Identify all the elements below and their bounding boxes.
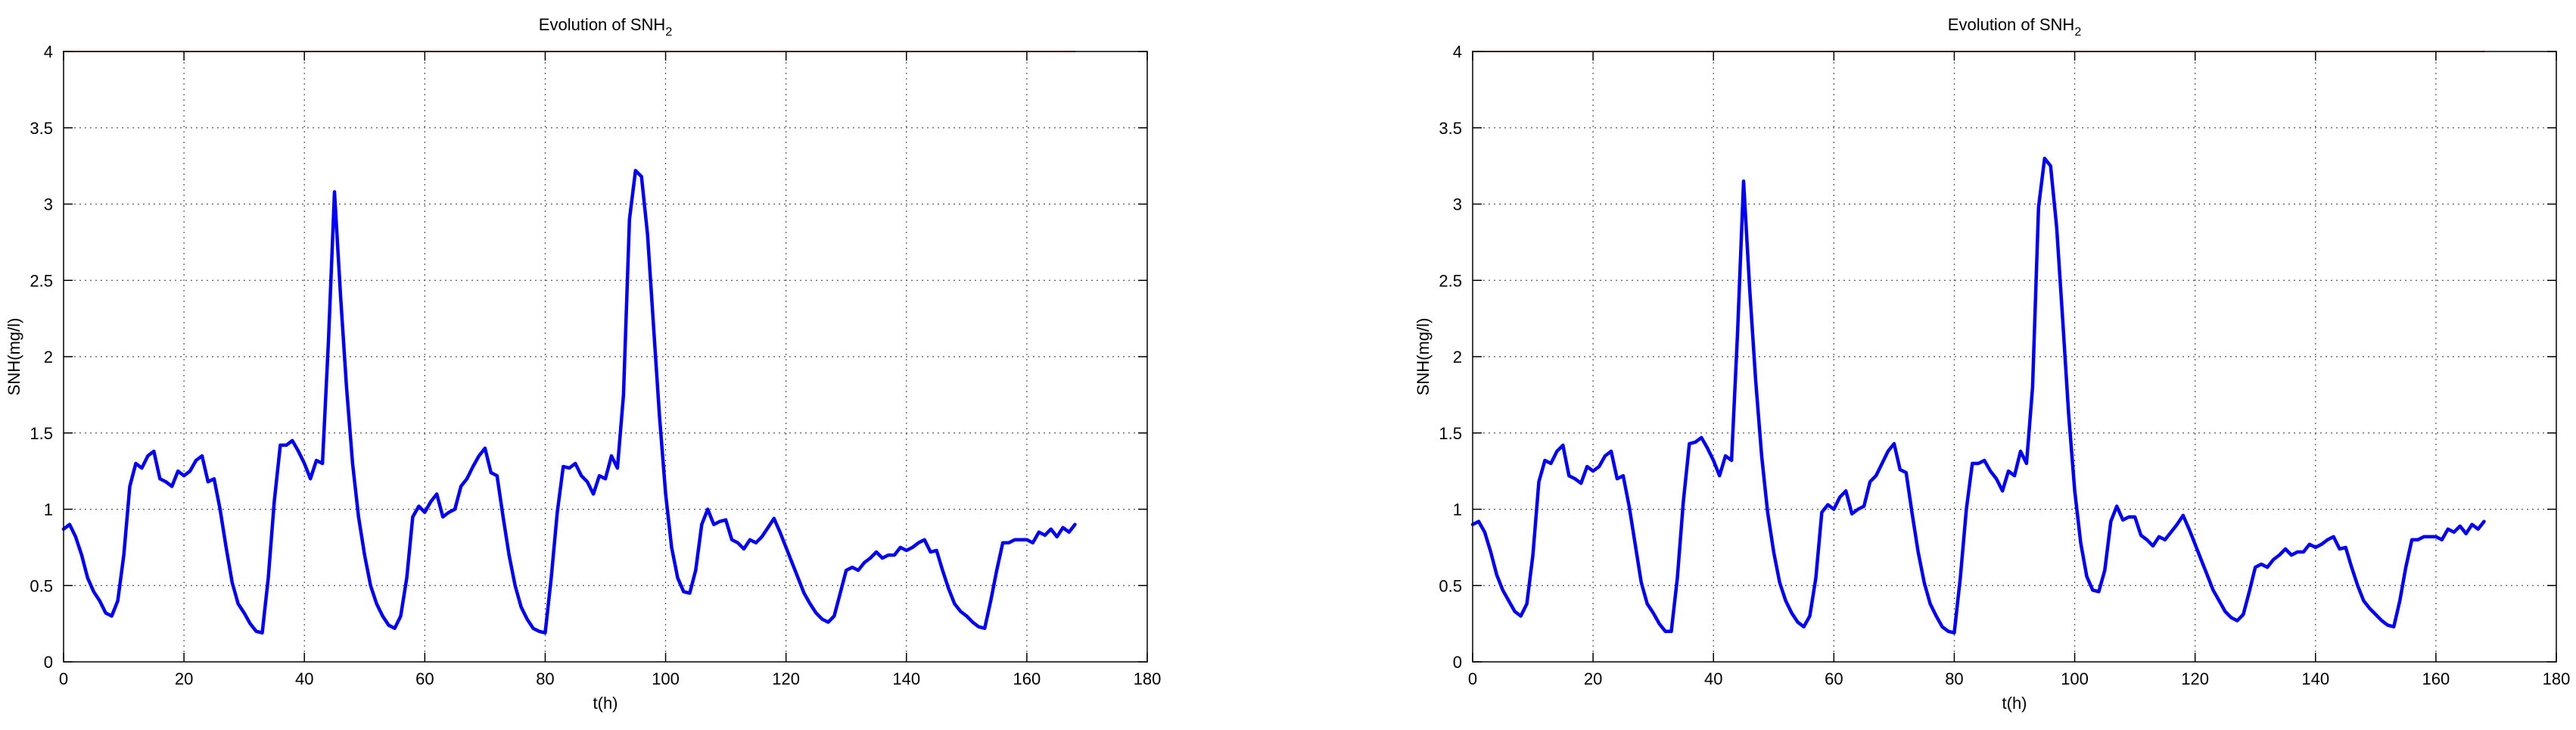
y-tick-label: 4 — [1453, 42, 1462, 61]
y-tick-label: 0.5 — [1439, 576, 1462, 595]
x-tick-label: 100 — [2061, 669, 2089, 688]
y-tick-label: 2 — [1453, 348, 1462, 367]
y-tick-label: 1.5 — [1439, 424, 1462, 443]
x-tick-label: 60 — [1825, 669, 1843, 688]
x-tick-label: 160 — [1013, 669, 1041, 688]
y-tick-label: 0 — [44, 653, 53, 672]
y-axis-label: SNH(mg/l) — [5, 318, 23, 396]
x-tick-label: 160 — [2422, 669, 2450, 688]
chart-title-text: Evolution of SNH — [539, 15, 666, 34]
x-tick-label: 40 — [295, 669, 313, 688]
y-axis-label: SNH(mg/l) — [1414, 318, 1433, 396]
x-tick-label: 0 — [59, 669, 68, 688]
y-tick-label: 1.5 — [30, 424, 53, 443]
y-tick-label: 3 — [44, 195, 53, 214]
x-tick-label: 60 — [415, 669, 434, 688]
x-tick-label: 80 — [536, 669, 554, 688]
y-tick-label: 1 — [1453, 501, 1462, 519]
x-tick-label: 180 — [2543, 669, 2571, 688]
y-tick-label: 0 — [1453, 653, 1462, 672]
y-tick-label: 2 — [44, 348, 53, 367]
y-tick-label: 3.5 — [1439, 119, 1462, 138]
y-tick-label: 2.5 — [30, 271, 53, 290]
chart-title-subscript: 2 — [2074, 26, 2081, 39]
chart-title-subscript: 2 — [665, 26, 672, 39]
x-tick-label: 120 — [2181, 669, 2209, 688]
chart-title: Evolution of SNH2 — [1948, 15, 2082, 39]
snh-series-line — [61, 168, 1077, 635]
x-tick-label: 140 — [2301, 669, 2329, 688]
x-tick-label: 20 — [1584, 669, 1602, 688]
x-tick-label: 140 — [892, 669, 920, 688]
chart-panel-1: 0 20 40 60 80 100 120 140 160 180 0 0.5 1 1.5 2 2.5 3 3.5… — [5, 15, 1161, 713]
y-tick-label: 3 — [1453, 195, 1462, 214]
x-tick-label: 100 — [652, 669, 680, 688]
chart-panel-2: 0 20 40 60 80 100 120 140 160 180 0 0.5 1 1.5 2 2.5 3 3.5… — [1414, 15, 2570, 713]
x-tick-label: 20 — [175, 669, 193, 688]
y-tick-label: 3.5 — [30, 119, 53, 138]
x-tick-label: 180 — [1134, 669, 1162, 688]
y-tick-label: 2.5 — [1439, 271, 1462, 290]
chart-title-text: Evolution of SNH — [1948, 15, 2075, 34]
y-tick-label: 1 — [44, 501, 53, 519]
x-axis-label: t(h) — [593, 694, 618, 713]
x-tick-label: 40 — [1704, 669, 1722, 688]
x-axis-label: t(h) — [2002, 694, 2027, 713]
y-tick-label: 4 — [44, 42, 53, 61]
y-tick-label: 0.5 — [30, 576, 53, 595]
x-tick-label: 120 — [772, 669, 800, 688]
chart-title: Evolution of SNH2 — [539, 15, 673, 39]
x-tick-label: 0 — [1468, 669, 1477, 688]
snh-series-line — [1470, 156, 2486, 635]
x-tick-label: 80 — [1945, 669, 1963, 688]
